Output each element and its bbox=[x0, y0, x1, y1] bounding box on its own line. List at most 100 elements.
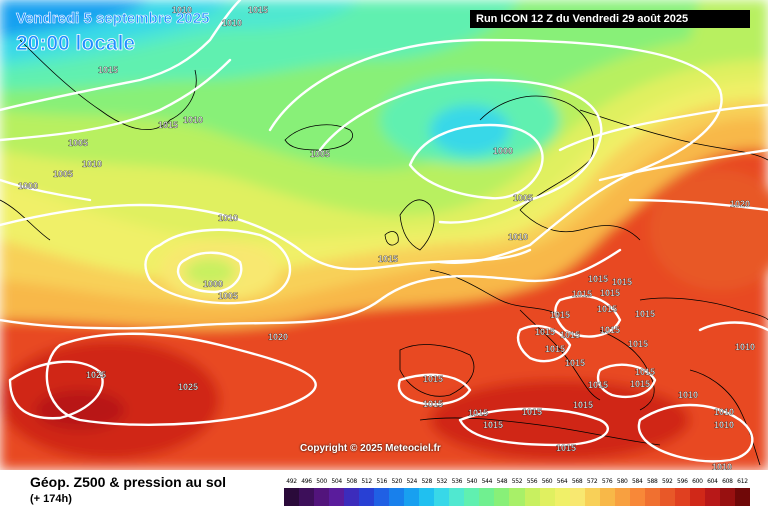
isobar-label: 1000 bbox=[203, 279, 223, 289]
colorbar-label: 612 bbox=[737, 478, 748, 485]
colorbar-swatch bbox=[524, 488, 540, 506]
isobar-label: 1000 bbox=[18, 181, 38, 191]
colorbar-swatch bbox=[644, 488, 660, 506]
colorbar-swatch bbox=[479, 488, 495, 506]
isobar-label: 1005 bbox=[310, 149, 330, 159]
isobar-line bbox=[0, 248, 622, 330]
isobar-label: 1005 bbox=[218, 291, 238, 301]
isobar-label: 1015 bbox=[423, 374, 443, 384]
colorbar-swatch bbox=[494, 488, 510, 506]
isobar-line bbox=[8, 360, 104, 420]
isobar-line bbox=[637, 403, 754, 463]
colorbar-swatch bbox=[404, 488, 420, 506]
isobar-label: 1010 bbox=[218, 213, 238, 223]
copyright-notice: Copyright © 2025 Meteociel.fr bbox=[300, 443, 441, 454]
isobar-label: 1015 bbox=[545, 344, 565, 354]
colorbar-label: 564 bbox=[556, 478, 568, 485]
colorbar-swatch bbox=[464, 488, 480, 506]
isobar-label: 1010 bbox=[714, 420, 734, 430]
isobar-label: 1015 bbox=[98, 65, 118, 75]
isobar-label: 1015 bbox=[572, 289, 592, 299]
colorbar-swatch bbox=[434, 488, 450, 506]
isobar-label: 1010 bbox=[712, 462, 732, 470]
colorbar-label: 552 bbox=[511, 478, 523, 485]
colorbar-label: 592 bbox=[662, 478, 673, 485]
colorbar-swatch bbox=[674, 488, 690, 506]
lead-time: (+ 174h) bbox=[30, 493, 72, 505]
colorbar-label: 520 bbox=[391, 478, 403, 485]
colorbar-label: 584 bbox=[631, 478, 643, 485]
colorbar bbox=[284, 488, 750, 506]
isobar-label: 1015 bbox=[588, 380, 608, 390]
colorbar-swatch bbox=[374, 488, 390, 506]
isobar-label: 1015 bbox=[522, 407, 542, 417]
isobar-label: 1015 bbox=[423, 399, 443, 409]
isobars bbox=[0, 0, 768, 461]
colorbar-label: 508 bbox=[346, 478, 357, 485]
colorbar-labels: 492 496 500 504 508 512 516 520 524 528 532 536 540 5… bbox=[284, 478, 750, 488]
colorbar-label: 504 bbox=[331, 478, 342, 485]
isobar-label: 1015 bbox=[600, 325, 620, 335]
colorbar-swatch bbox=[659, 488, 675, 506]
colorbar-swatch bbox=[449, 488, 465, 506]
isobar-line bbox=[408, 123, 544, 200]
isobar-label: 1015 bbox=[535, 327, 555, 337]
isobar-label: 1015 bbox=[560, 330, 580, 340]
colorbar-label: 596 bbox=[677, 478, 688, 485]
isobar-label: 1015 bbox=[612, 277, 632, 287]
colorbar-swatch bbox=[734, 488, 750, 506]
run-info-banner: Run ICON 12 Z du Vendredi 29 août 2025 bbox=[470, 10, 750, 28]
isobar-label: 1015 bbox=[550, 310, 570, 320]
colorbar-label: 532 bbox=[436, 478, 448, 485]
isobar-label: 1015 bbox=[483, 420, 503, 430]
colorbar-swatch bbox=[329, 488, 345, 506]
isobar-label: 1010 bbox=[222, 18, 242, 28]
colorbar-label: 512 bbox=[361, 478, 372, 485]
isobar-line bbox=[558, 103, 768, 152]
colorbar-swatch bbox=[554, 488, 570, 506]
colorbar-swatch bbox=[284, 488, 300, 506]
colorbar-label: 600 bbox=[692, 478, 703, 485]
product-title: Géop. Z500 & pression au sol bbox=[30, 474, 227, 490]
isobar-label: 1000 bbox=[493, 146, 513, 156]
isobar-label: 1015 bbox=[588, 274, 608, 284]
isobar-line bbox=[628, 198, 768, 212]
isobar-label: 1010 bbox=[735, 342, 755, 352]
isobar-label: 1015 bbox=[635, 309, 655, 319]
colorbar-label: 608 bbox=[722, 478, 733, 485]
isobar-label: 1005 bbox=[513, 193, 533, 203]
colorbar-swatch bbox=[314, 488, 330, 506]
colorbar-swatch bbox=[689, 488, 705, 506]
colorbar-label: 580 bbox=[616, 478, 628, 485]
colorbar-label: 548 bbox=[496, 478, 508, 485]
isobar-label: 1020 bbox=[730, 199, 750, 209]
colorbar-swatch bbox=[359, 488, 375, 506]
colorbar-label: 528 bbox=[421, 478, 433, 485]
isobar-label: 1025 bbox=[178, 382, 198, 392]
colorbar-label: 496 bbox=[301, 478, 312, 485]
colorbar-swatch bbox=[599, 488, 615, 506]
colorbar-swatch bbox=[704, 488, 720, 506]
isobar-label: 1010 bbox=[714, 407, 734, 417]
isobar-label: 1015 bbox=[556, 443, 576, 453]
isobar-label: 1015 bbox=[565, 358, 585, 368]
isobar-label: 1015 bbox=[628, 339, 648, 349]
colorbar-label: 572 bbox=[586, 478, 598, 485]
isobar-label: 1005 bbox=[68, 138, 88, 148]
isobar-label: 1010 bbox=[172, 5, 192, 15]
colorbar-swatch bbox=[389, 488, 405, 506]
colorbar-swatch bbox=[419, 488, 435, 506]
isobar-line bbox=[698, 321, 768, 332]
isobar-line bbox=[45, 332, 317, 427]
isobar-line bbox=[554, 294, 622, 338]
colorbar-swatch bbox=[344, 488, 360, 506]
isobar-line bbox=[318, 78, 603, 224]
isobar-line bbox=[268, 38, 723, 265]
isobar-label: 1015 bbox=[597, 304, 617, 314]
z500-color-field bbox=[0, 0, 768, 470]
isobar-line bbox=[144, 228, 292, 305]
isobar-line bbox=[596, 363, 657, 399]
isobar-label: 1015 bbox=[158, 120, 178, 130]
colorbar-swatch bbox=[584, 488, 600, 506]
